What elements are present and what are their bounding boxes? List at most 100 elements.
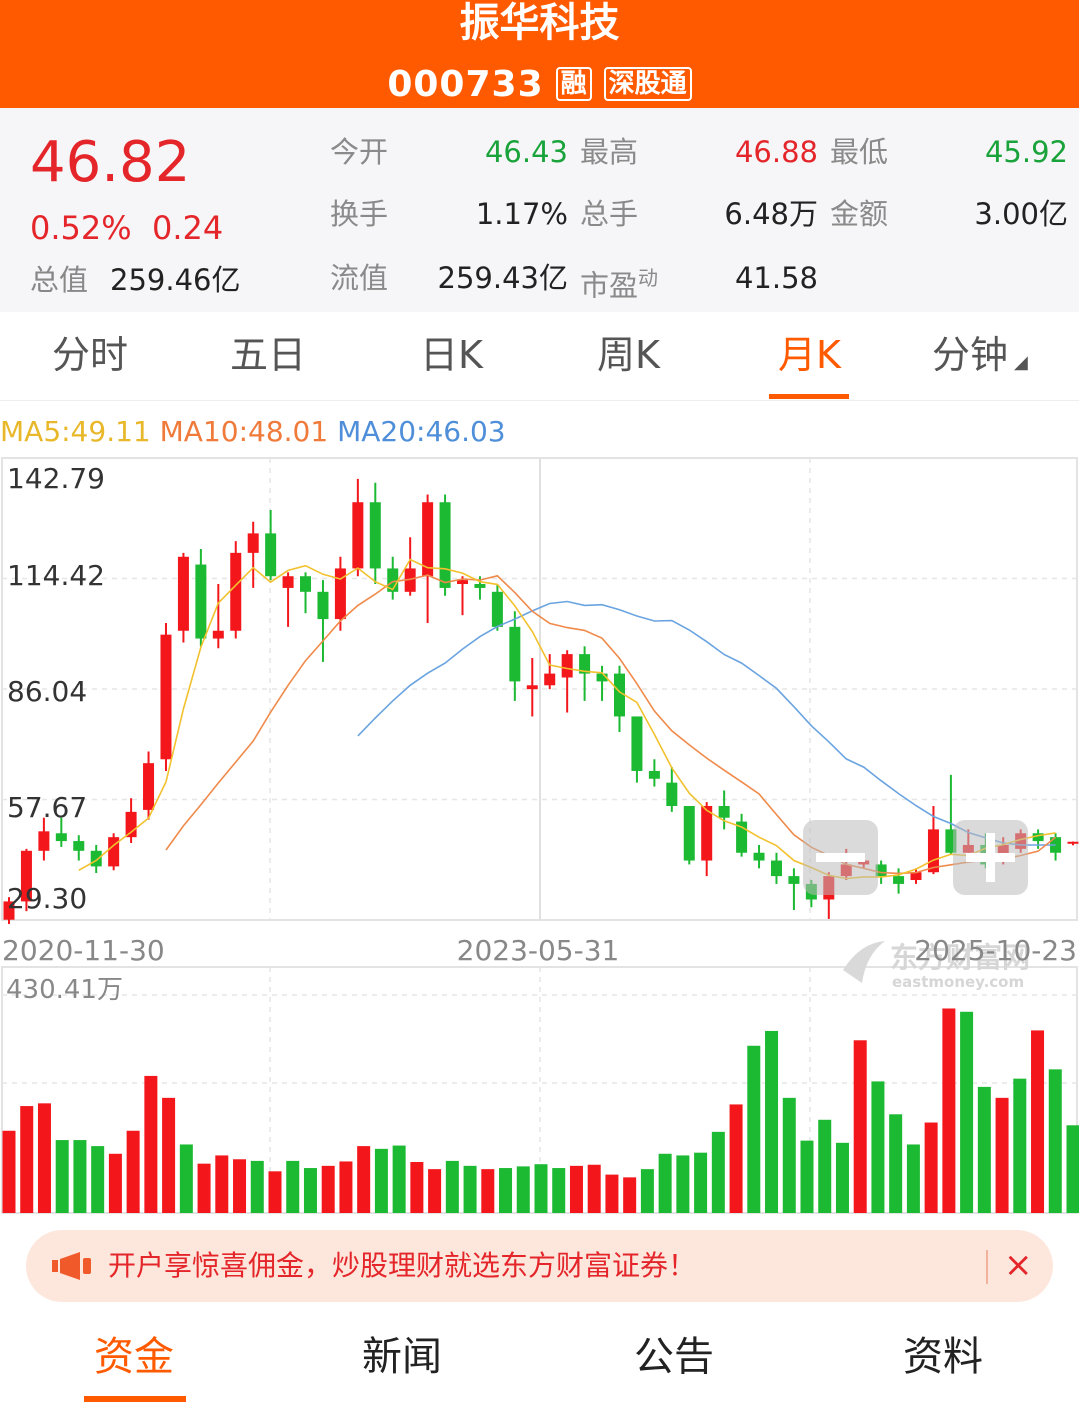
candle [212,584,224,649]
ma5-line [78,558,1056,880]
stock-code: 000733 [387,63,544,105]
bottom-tabs: 资金 新闻 公告 资料 [0,1320,1079,1418]
candle [579,646,591,701]
tab-minute-label: 分钟 [932,333,1009,377]
candle-body [596,673,608,682]
volume-bar [481,1169,495,1213]
volume-bar [233,1159,247,1213]
volume-bar [942,1008,956,1213]
watermark-logo-icon [843,941,885,983]
candle [3,897,15,925]
candle [73,835,85,861]
candle-body [631,716,643,771]
candle-body [177,556,189,631]
tab-minute[interactable]: 分钟 ◢ [932,332,1028,386]
candle-body [1067,841,1079,844]
promo-banner[interactable]: 开户享惊喜佣金，炒股理财就选东方财富证券！ × [26,1230,1053,1302]
candle [230,541,242,639]
candle [317,580,329,662]
candle-body [945,829,957,853]
ma10-line [165,574,1057,875]
tab-announcements[interactable]: 公告 [634,1334,714,1380]
candle-body [439,502,451,588]
candle-body [509,626,521,682]
ma-lines [78,558,1057,880]
volume-bar [640,1169,654,1213]
total-cap: 总值 259.46亿 [30,260,241,300]
volume-bars [2,1008,1079,1213]
y-tick-label: 86.04 [7,675,87,708]
active-bottom-tab-indicator [84,1396,186,1402]
volume-bar [747,1045,761,1213]
y-tick-label: 29.30 [7,882,87,915]
volume-bar [1013,1078,1027,1213]
pe-label: 市盈动 [580,266,659,303]
kline-chart[interactable]: 东方财富网 eastmoney.com 142.79 114.42 86.04 57.… [0,455,1079,1215]
ma20-legend: MA20:46.03 [337,415,506,448]
volume-bar [2,1130,16,1213]
x-axis-labels: 2020-11-30 2023-05-31 2025-10-23 [2,934,1077,967]
candle [90,844,102,874]
volume-bar [605,1174,619,1213]
candle-body [1032,833,1044,842]
volume-bar [392,1145,406,1213]
volume-bar [73,1140,87,1213]
volume-bar [906,1144,920,1213]
candle [387,556,399,600]
zoom-in-button[interactable] [953,820,1028,895]
candle-body [90,850,102,867]
candle-body [195,564,207,639]
open-label: 今开 [330,135,389,169]
candle [352,478,364,577]
candle-body [317,591,329,620]
candle [666,767,678,812]
tab-profile[interactable]: 资料 [903,1334,983,1380]
tab-news[interactable]: 新闻 [362,1334,442,1380]
low-label: 最低 [830,135,889,169]
candle [561,650,573,713]
tab-daily-k[interactable]: 日K [420,333,483,377]
zoom-out-button[interactable] [803,820,878,895]
tab-intraday[interactable]: 分时 [52,333,129,377]
candle-body [387,568,399,592]
candle-body [648,770,660,779]
amount-label: 金额 [830,197,889,231]
close-icon[interactable]: × [1004,1245,1033,1285]
kline-svg[interactable]: 东方财富网 eastmoney.com 142.79 114.42 86.04 57.… [0,455,1079,1215]
candle-body [910,872,922,881]
volume-bar [1048,1069,1062,1213]
candle-body [160,634,172,760]
candle [55,817,67,847]
volume-bar [55,1140,69,1213]
megaphone-icon [52,1252,91,1280]
candle [404,537,416,596]
volume-bar [445,1160,459,1213]
volume-bar [729,1104,743,1213]
candle [927,806,939,875]
volume-bar [197,1163,211,1213]
pe-sup: 动 [638,266,659,290]
volume-bar [91,1146,105,1213]
y-tick-label: 57.67 [7,791,87,824]
tab-monthly-k[interactable]: 月K [778,333,841,377]
candle [910,868,922,884]
volume-bar [499,1168,513,1213]
volume-value: 6.48万 [724,197,818,231]
stock-header: 振华科技 000733 融 深股通 [0,0,1079,108]
tab-five-day[interactable]: 五日 [230,333,307,377]
volume-bar [924,1122,938,1213]
candle [683,806,695,865]
turnover-value: 1.17% [475,197,568,231]
tab-weekly-k[interactable]: 周K [597,333,660,377]
zoom-buttons[interactable] [803,820,1028,895]
candle [736,813,748,857]
dropdown-triangle-icon: ◢ [1014,352,1028,373]
candle [143,751,155,820]
volume-bar [818,1119,832,1213]
volume-bar [711,1131,725,1213]
tab-funds[interactable]: 资金 [94,1334,174,1380]
candle-body [875,864,887,877]
promo-text[interactable]: 开户享惊喜佣金，炒股理财就选东方财富证券！ [108,1249,697,1282]
candle [648,759,660,787]
candle-body [55,833,67,842]
